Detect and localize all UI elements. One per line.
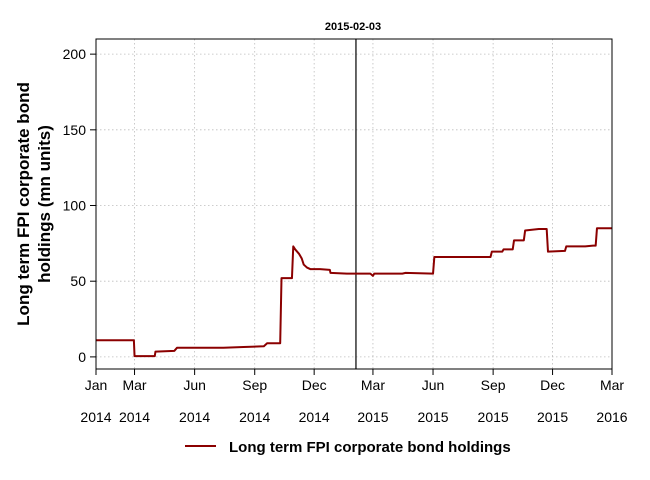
- x-tick-label-month: Sep: [242, 377, 267, 393]
- legend: Long term FPI corporate bond holdings: [185, 439, 511, 456]
- x-tick-label-month: Sep: [481, 377, 506, 393]
- x-tick-label-month: Dec: [540, 377, 565, 393]
- x-axis: Jan 2014 Mar 2014 Jun 2014 Sep 2014 Dec 2014 Mar 20…: [80, 369, 628, 425]
- x-tick-label-month: Jun: [183, 377, 206, 393]
- x-tick-label-year: 2015: [357, 409, 388, 425]
- series-line: [96, 227, 612, 358]
- y-axis-label-line-1: Long term FPI corporate bond: [14, 82, 33, 326]
- x-tick-label-month: Dec: [302, 377, 327, 393]
- y-tick-label: 200: [63, 46, 87, 62]
- x-tick-label-year: 2016: [596, 409, 627, 425]
- y-tick-label: 50: [70, 273, 86, 289]
- y-axis-label: Long term FPI corporate bond: [14, 82, 33, 326]
- y-axis: 0 50 100 150 200: [63, 46, 96, 365]
- y-tick-label: 100: [63, 198, 87, 214]
- y-axis-label-second: holdings (mn units): [35, 125, 54, 283]
- x-tick-label-month: Mar: [600, 377, 624, 393]
- x-tick-label-month: Jun: [422, 377, 445, 393]
- y-tick-label: 0: [78, 349, 86, 365]
- x-tick-label-year: 2014: [119, 409, 150, 425]
- legend-label: Long term FPI corporate bond holdings: [229, 439, 511, 456]
- chart-title: 2015-02-03: [325, 21, 381, 33]
- series-layer: [96, 227, 612, 358]
- x-tick-label-year: 2015: [417, 409, 448, 425]
- x-tick-label-month: Mar: [361, 377, 385, 393]
- y-tick-label: 150: [63, 122, 87, 138]
- x-tick-label-year: 2014: [299, 409, 330, 425]
- x-tick-label-year: 2014: [80, 409, 111, 425]
- grid: [95, 39, 613, 369]
- x-tick-label-month: Mar: [122, 377, 146, 393]
- x-tick-label-year: 2015: [537, 409, 568, 425]
- x-tick-label-year: 2015: [478, 409, 509, 425]
- x-tick-label-year: 2014: [239, 409, 270, 425]
- x-tick-label-year: 2014: [179, 409, 210, 425]
- x-tick-label-month: Jan: [85, 377, 108, 393]
- y-axis-label-line-2: holdings (mn units): [35, 125, 54, 283]
- plot-frame: [95, 38, 613, 370]
